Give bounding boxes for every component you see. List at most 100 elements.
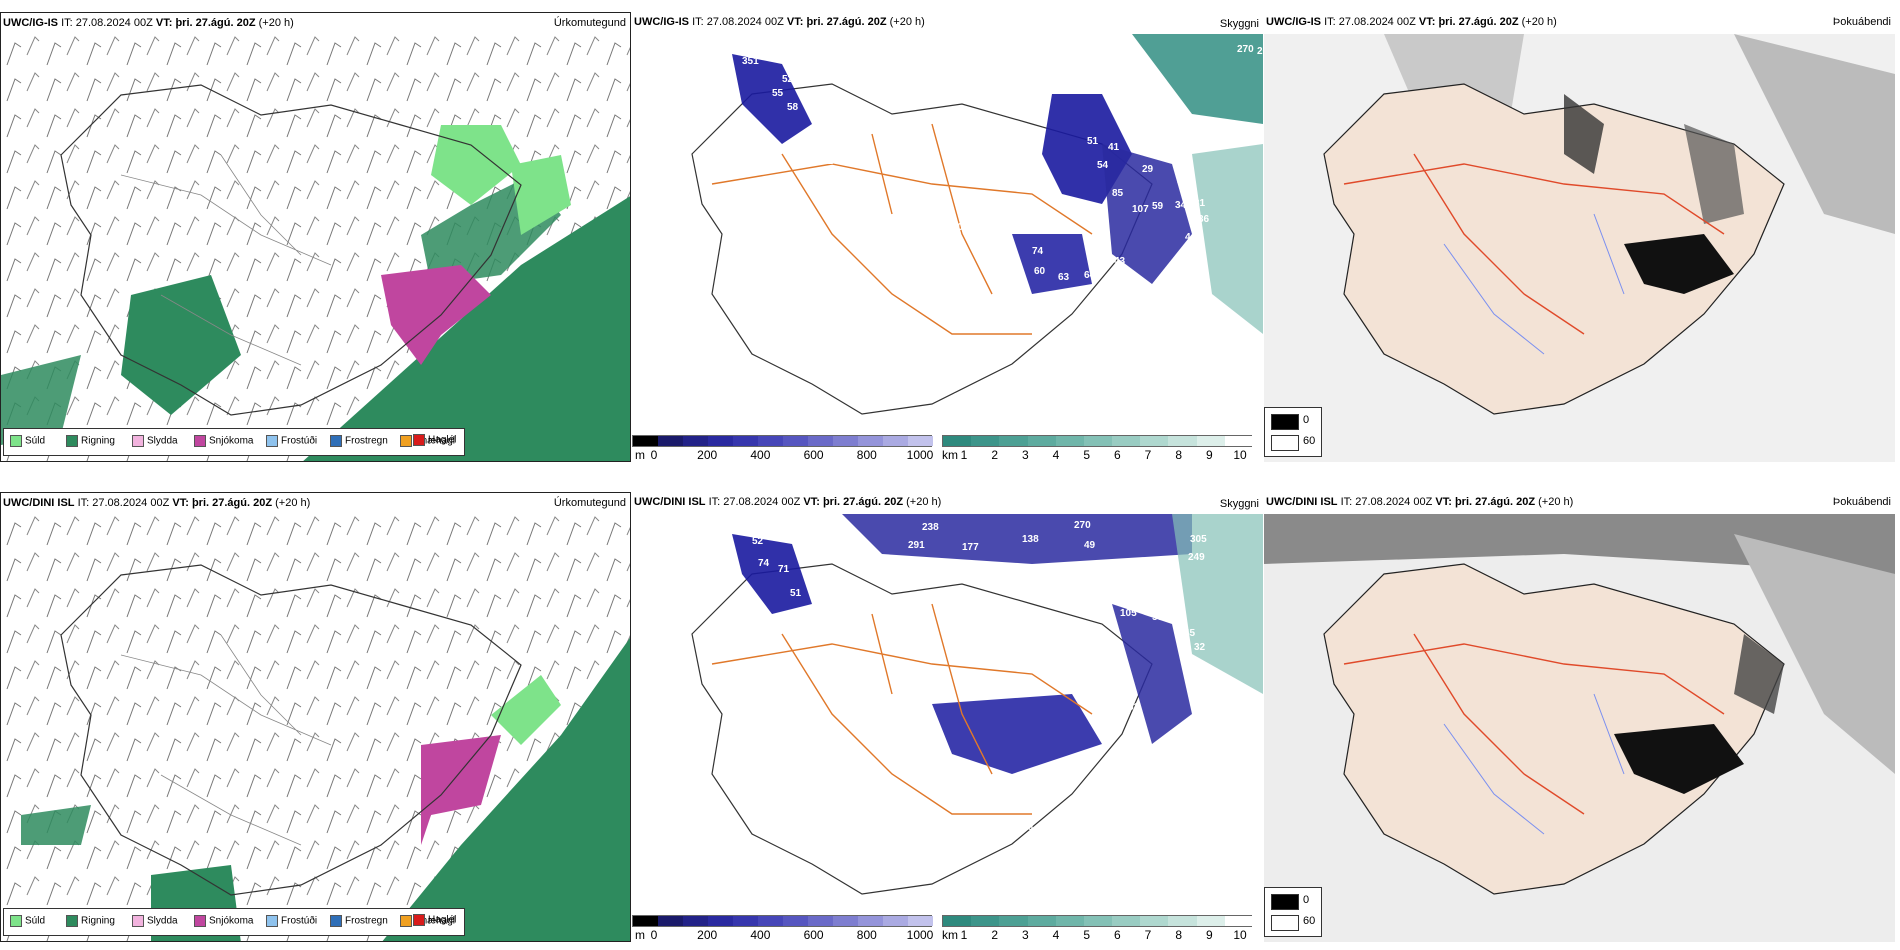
scale-color-segment — [1224, 916, 1253, 926]
visibility-value-label: 64 — [1084, 270, 1096, 281]
scale-tick-label: 3 — [1021, 928, 1029, 942]
visibility-value-label: 45 — [1184, 628, 1196, 639]
legend-item: Snæhagl — [400, 435, 455, 447]
visibility-value-label: 188 — [922, 204, 939, 215]
visibility-value-label: 351 — [742, 56, 759, 67]
scale-tick-label: 1000 — [906, 448, 934, 462]
scale-color-segment — [633, 436, 658, 446]
scale-color-segment — [883, 436, 908, 446]
scale-tick-label: 4 — [1052, 928, 1060, 942]
visibility-value-label: 50 — [1190, 658, 1202, 669]
legend-item: Haglél — [413, 434, 456, 446]
panel-title: Skyggni — [1219, 18, 1259, 30]
scale-color-segment — [971, 916, 1000, 926]
scale-color-segment — [1140, 436, 1169, 446]
visibility-value-label: 261 — [1257, 46, 1263, 57]
scale-unit: m — [635, 448, 645, 462]
scale-tick-label: 10 — [1233, 448, 1247, 462]
panel-header: UWC/IG-IS IT: 27.08.2024 00Z VT: þri. 27… — [1266, 16, 1557, 28]
visibility-value-label: 63 — [1192, 286, 1204, 297]
scale-color-segment — [971, 436, 1000, 446]
legend-item: Snjókoma — [194, 435, 253, 447]
visibility-panel-row1: UWC/IG-IS IT: 27.08.2024 00Z VT: þri. 27… — [632, 12, 1263, 462]
scale-color-segment — [943, 916, 972, 926]
scale-color-segment — [708, 436, 733, 446]
scale-tick-label: 1 — [960, 928, 968, 942]
scale-color-segment — [683, 436, 708, 446]
legend-item: Frostúði — [266, 915, 317, 927]
scale-color-segment — [708, 916, 733, 926]
visibility-value-label: 59 — [1092, 820, 1104, 831]
scale-tick-label: 7 — [1144, 448, 1152, 462]
visibility-panel-row2: UWC/DINI ISL IT: 27.08.2024 00Z VT: þri.… — [632, 492, 1263, 942]
scale-color-segment — [1112, 916, 1141, 926]
visibility-value-label: 43 — [1114, 256, 1126, 267]
scale-color-segment — [783, 436, 808, 446]
fog-legend: 0 60 — [1264, 407, 1322, 457]
ceiling-scale-bar — [632, 915, 933, 927]
scale-color-segment — [1112, 436, 1141, 446]
scale-tick-label: 6 — [1113, 928, 1121, 942]
visibility-value-label: 93 — [850, 172, 862, 183]
precip-panel-row2: UWC/DINI ISL IT: 27.08.2024 00Z VT: þri.… — [0, 492, 631, 942]
panel-title: Skyggni — [1219, 498, 1259, 510]
visibility-value-label: 41 — [804, 128, 816, 139]
visibility-value-label: 45 — [952, 392, 964, 403]
scale-color-segment — [633, 916, 658, 926]
fog-legend: 0 60 — [1264, 887, 1322, 937]
legend-item: Snæhagl — [400, 915, 455, 927]
visibility-value-label: 238 — [922, 522, 939, 533]
scale-color-segment — [1140, 916, 1169, 926]
scale-color-segment — [733, 916, 758, 926]
scale-tick-label: 8 — [1175, 928, 1182, 942]
visibility-value-label: 56 — [1022, 822, 1034, 833]
legend-item: Frostregn — [330, 435, 388, 447]
visibility-value-label: 34 — [1175, 200, 1187, 211]
scale-color-segment — [833, 436, 858, 446]
panel-header: UWC/DINI ISL IT: 27.08.2024 00Z VT: þri.… — [3, 497, 311, 509]
visibility-value-label: 61 — [1110, 276, 1122, 287]
scale-tick-label: 800 — [856, 928, 877, 942]
visibility-value-label: 76 — [1206, 712, 1218, 723]
visibility-value-label: 71 — [778, 564, 790, 575]
precip-type-map — [1, 35, 630, 461]
panel-header: UWC/DINI ISL IT: 27.08.2024 00Z VT: þri.… — [634, 496, 942, 508]
scale-unit: m — [635, 928, 645, 942]
legend-item: Frostúði — [266, 435, 317, 447]
scale-tick-label: 4 — [1052, 448, 1060, 462]
legend-item: Rigning — [66, 915, 115, 927]
scale-tick-label: 9 — [1205, 928, 1213, 942]
scale-color-segment — [999, 436, 1028, 446]
visibility-value-label: 177 — [962, 542, 979, 553]
visibility-value-label: 19 — [857, 198, 869, 209]
scale-color-segment — [683, 916, 708, 926]
visibility-value-label: 31 — [1194, 198, 1206, 209]
visibility-value-label: 44 — [922, 386, 934, 397]
scale-color-segment — [1027, 436, 1056, 446]
visibility-value-label: 51 — [822, 156, 834, 167]
legend-item: Rigning — [66, 435, 115, 447]
visibility-value-label: 50 — [1152, 612, 1164, 623]
scale-color-segment — [858, 916, 883, 926]
visibility-scale-bar — [942, 915, 1253, 927]
visibility-value-label: 74 — [1032, 246, 1044, 257]
visibility-value-label: 177 — [1082, 302, 1099, 313]
visibility-value-label: 249 — [1188, 552, 1205, 563]
scale-color-segment — [808, 436, 833, 446]
visibility-value-label: 270 — [1074, 520, 1091, 531]
scale-color-segment — [1083, 436, 1113, 446]
cloud-indicator-map — [1264, 514, 1895, 942]
scale-color-segment — [758, 916, 783, 926]
scale-color-segment — [943, 436, 972, 446]
visibility-value-label: 208 — [1108, 306, 1125, 317]
scale-tick-label: 2 — [991, 448, 998, 462]
visibility-value-label: 105 — [894, 792, 911, 803]
visibility-value-label: 36 — [1198, 214, 1210, 225]
scale-tick-label: 10 — [1233, 928, 1247, 942]
scale-tick-label: 8 — [1175, 448, 1182, 462]
legend-item: Súld — [10, 915, 45, 927]
legend-item: Frostregn — [330, 915, 388, 927]
visibility-map: 52 74 71 51 238 291 177 138 270 49 305 249 51 65 105 50… — [691, 514, 1263, 931]
